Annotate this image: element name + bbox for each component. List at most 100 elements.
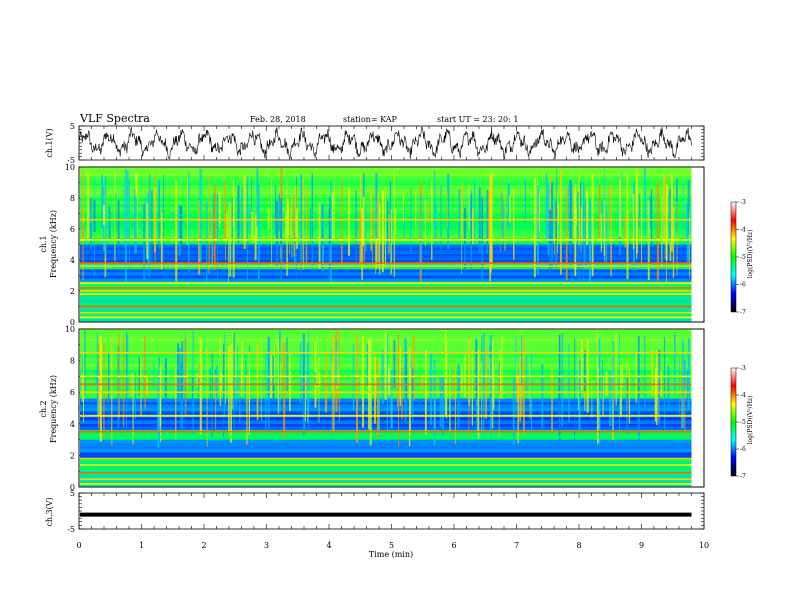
spectrogram-streak xyxy=(377,194,380,266)
spectrogram-streak xyxy=(280,202,282,281)
spectrogram-streak xyxy=(217,194,218,281)
spectrogram-streak xyxy=(157,371,160,448)
spectrogram-streak xyxy=(372,208,373,264)
spectrogram-streak xyxy=(393,170,395,277)
spectrogram-streak xyxy=(302,179,305,270)
spectrogram-streak xyxy=(275,198,277,235)
spectrogram-streak xyxy=(654,368,657,422)
spectrogram-streak xyxy=(96,364,99,416)
colorbar-tick-label: -5 xyxy=(740,254,746,261)
spectrogram-streak xyxy=(144,336,146,410)
spectrogram-streak xyxy=(233,332,235,431)
spectrogram-streak xyxy=(234,348,236,390)
spectrogram-streak xyxy=(246,176,248,282)
spectrogram-band xyxy=(80,464,692,469)
spectrogram-streak xyxy=(280,337,281,391)
no-data-region xyxy=(691,329,704,487)
spectrogram-streak xyxy=(228,345,230,434)
spectrogram-band xyxy=(80,294,692,298)
spectrogram-streak xyxy=(551,366,553,433)
spectrogram-streak xyxy=(427,200,429,223)
spectrogram-streak xyxy=(397,344,399,407)
spectrogram-streak xyxy=(256,168,259,227)
spectrogram-streak xyxy=(486,189,489,254)
spectrogram-streak xyxy=(331,349,333,441)
spectrogram-streak xyxy=(126,331,127,429)
spectrogram-streak xyxy=(609,369,612,426)
spectrogram-streak xyxy=(257,184,260,280)
colorbar-tick-label: -4 xyxy=(740,392,746,399)
spectrogram-streak xyxy=(576,208,577,227)
spectrogram-streak xyxy=(355,190,357,262)
spectrogram-streak xyxy=(206,346,208,447)
spectrogram-band xyxy=(80,272,692,276)
spectrogram-band xyxy=(80,284,692,288)
spectrogram-streak xyxy=(619,334,620,437)
spectrogram-streak xyxy=(522,338,525,436)
spectrogram-streak xyxy=(305,376,307,422)
spectrogram-streak xyxy=(555,201,558,268)
spectrogram-band xyxy=(80,449,692,453)
spectrogram-band xyxy=(80,179,692,183)
spectrogram-streak xyxy=(317,368,318,391)
spectrogram-streak xyxy=(610,184,612,277)
spectrogram-band xyxy=(80,439,692,443)
spectrogram-streak xyxy=(502,202,505,245)
spectrogram-streak xyxy=(225,355,226,405)
spectrogram-streak xyxy=(203,338,205,389)
spectrogram-streak xyxy=(585,190,589,245)
spectrogram-streak xyxy=(122,337,125,428)
spectrogram-band xyxy=(80,483,692,487)
spectrogram-streak xyxy=(86,172,89,239)
spectrogram-streak xyxy=(434,202,437,245)
spectrogram-streak xyxy=(226,213,229,238)
x-tick-label: 4 xyxy=(326,541,331,550)
spectrogram-line xyxy=(80,457,692,460)
spectrogram-streak xyxy=(330,180,332,282)
spectrogram-streak xyxy=(420,195,422,274)
spectrogram-streak xyxy=(124,169,127,282)
spectrogram-streak xyxy=(237,345,239,400)
spectrogram-streak xyxy=(615,332,617,406)
spectrogram-streak xyxy=(286,208,288,276)
spectrogram-streak xyxy=(475,339,478,409)
spectrogram-band xyxy=(80,408,692,412)
spectrogram-streak xyxy=(398,332,400,447)
spectrogram-streak xyxy=(658,349,661,429)
spectrogram-band xyxy=(80,480,692,484)
spectrogram-streak xyxy=(636,173,638,259)
time-axis: 0 1 2 3 4 5 6 7 8 9 10 xyxy=(76,541,709,550)
spectrogram-line xyxy=(80,391,692,393)
spectrogram-streak xyxy=(197,374,200,398)
x-tick-label: 8 xyxy=(576,541,581,550)
y-tick-label: 5 xyxy=(70,489,75,498)
spectrogram-line xyxy=(80,383,692,386)
spectrogram-streak xyxy=(186,368,188,389)
spectrogram-streak xyxy=(289,207,291,254)
ch1-waveform-ylabel: ch.1(V) xyxy=(45,128,54,157)
spectrogram-streak xyxy=(361,208,363,280)
spectrogram-streak xyxy=(278,193,280,232)
ch2-spectrogram-ylabel: ch.2 xyxy=(39,400,48,417)
y-tick-label: 10 xyxy=(65,325,75,334)
spectrogram-streak xyxy=(578,174,580,246)
date-label: Feb. 28, 2018 xyxy=(250,115,306,124)
spectrogram-streak xyxy=(525,355,528,396)
spectrogram-streak xyxy=(329,197,331,278)
spectrogram-streak xyxy=(283,342,286,439)
spectrogram-streak xyxy=(305,188,308,263)
y-tick-label: -5 xyxy=(67,525,75,534)
spectrogram-streak xyxy=(649,196,652,229)
spectrogram-band xyxy=(80,182,692,186)
spectrogram-streak xyxy=(272,356,275,402)
spectrogram-streak xyxy=(375,172,378,239)
spectrogram-streak xyxy=(276,201,279,266)
colorbar-tick-label: -6 xyxy=(740,446,746,453)
spectrogram-streak xyxy=(656,349,658,425)
x-tick-label: 7 xyxy=(514,541,519,550)
ch1-waveform-panel: 5 -5 xyxy=(67,122,705,165)
spectrogram-line xyxy=(80,218,692,221)
spectrogram-band xyxy=(80,442,692,446)
start-time-label: start UT = 23: 20: 1 xyxy=(437,115,518,124)
